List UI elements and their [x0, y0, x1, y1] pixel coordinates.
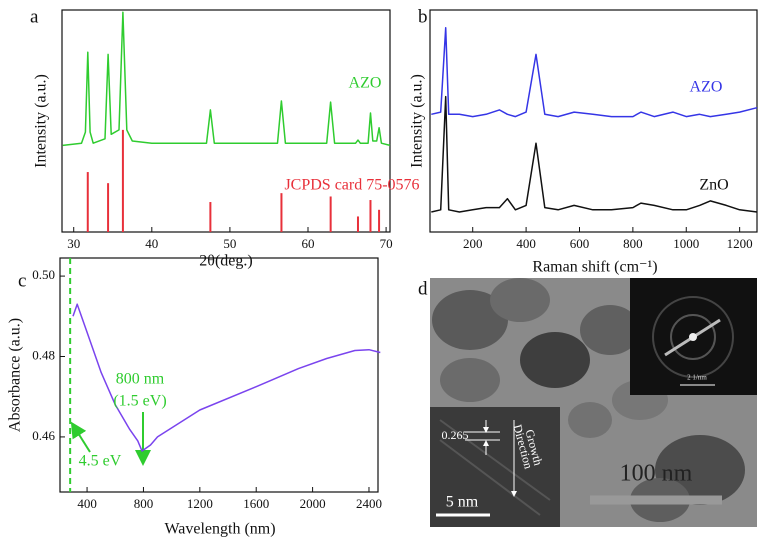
data-line [62, 11, 391, 147]
annotation: 4.5 eV [79, 453, 122, 470]
x-tick-label: 40 [145, 236, 158, 251]
panel-label: a [30, 6, 39, 27]
x-tick-label: 2000 [300, 496, 326, 511]
x-tick-label: 600 [570, 236, 590, 251]
x-tick-label: 400 [516, 236, 536, 251]
x-tick-label: 60 [302, 236, 315, 251]
y-tick-label: 0.50 [32, 267, 55, 282]
x-tick-label: 200 [463, 236, 483, 251]
data-line [72, 303, 381, 452]
y-axis-label: Absorbance (a.u.) [7, 318, 24, 432]
series-label: JCPDS card 75-0576 [284, 177, 419, 194]
panel-label: b [418, 6, 428, 27]
plot-frame [61, 9, 391, 233]
x-axis-label: 2θ(deg.) [199, 253, 252, 270]
x-tick-label: 800 [623, 236, 643, 251]
plot-frame [429, 9, 758, 233]
data-line [431, 95, 758, 213]
data-line [431, 27, 758, 118]
x-tick-label: 400 [77, 496, 97, 511]
x-axis-label: Raman shift (cm⁻¹) [532, 259, 657, 276]
annotation: 800 nm [116, 371, 165, 388]
diffraction-scale: 2 1/nm [687, 374, 707, 382]
series-label: AZO [349, 75, 382, 92]
x-tick-label: 800 [134, 496, 154, 511]
y-tick-label: 0.48 [32, 347, 55, 362]
series-label: AZO [690, 79, 723, 96]
panel-label: c [18, 270, 26, 291]
inset-scale-bar: 5 nm [446, 494, 479, 511]
x-tick-label: 1200 [187, 496, 213, 511]
y-axis-label: Intensity (a.u.) [33, 74, 50, 168]
x-tick-label: 1000 [673, 236, 699, 251]
plot-frame [59, 257, 379, 493]
series-label: ZnO [699, 177, 728, 194]
y-tick-label: 0.46 [32, 428, 55, 443]
x-axis-label: Wavelength (nm) [164, 521, 275, 538]
tem-image: 0.265 Growth Direction 5 nm 100 nm 2 1/n… [430, 278, 757, 527]
scale-bar: 100 nm [620, 461, 693, 487]
panel-label: d [418, 278, 428, 299]
y-axis-label: Intensity (a.u.) [409, 74, 426, 168]
annotation: (1.5 eV) [113, 393, 166, 410]
x-tick-label: 1600 [243, 496, 269, 511]
x-tick-label: 1200 [727, 236, 753, 251]
x-tick-label: 2400 [356, 496, 382, 511]
x-tick-label: 50 [223, 236, 236, 251]
x-tick-label: 30 [67, 236, 80, 251]
lattice-spacing: 0.265 [442, 428, 469, 442]
arrow [70, 421, 91, 453]
x-tick-label: 70 [380, 236, 393, 251]
